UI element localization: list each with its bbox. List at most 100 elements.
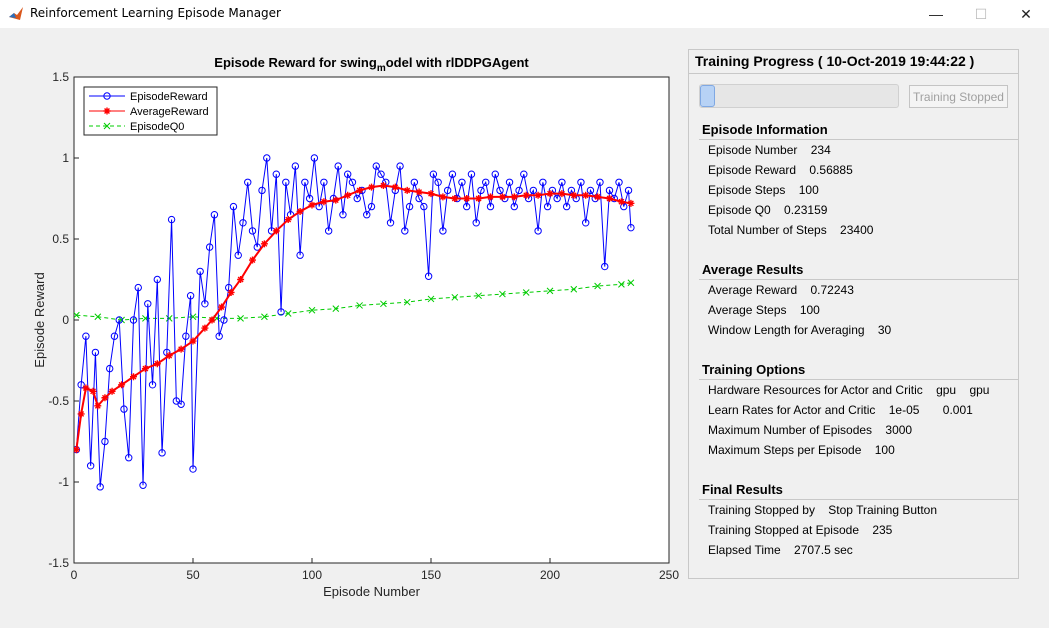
data-point — [505, 178, 514, 187]
stopped-by-row: Training Stopped by Stop Training Button — [708, 503, 938, 517]
data-point — [401, 227, 409, 235]
data-point — [182, 332, 190, 340]
data-point — [208, 316, 216, 324]
data-point — [186, 292, 195, 300]
data-point — [403, 298, 411, 306]
data-point — [244, 178, 252, 187]
data-point — [177, 345, 185, 353]
maximize-button[interactable]: ☐ — [974, 5, 988, 22]
data-point — [522, 191, 530, 199]
data-point — [386, 219, 395, 227]
data-point — [91, 348, 100, 357]
data-point — [82, 384, 90, 392]
data-point — [148, 381, 157, 389]
data-point — [553, 194, 561, 203]
data-point — [89, 387, 97, 395]
data-point — [443, 186, 452, 195]
data-point — [282, 178, 290, 187]
data-point — [434, 178, 442, 187]
data-point — [353, 194, 361, 203]
data-point — [74, 311, 80, 319]
data-point — [320, 198, 328, 206]
data-point — [617, 198, 625, 206]
data-point — [529, 186, 538, 195]
series-line — [75, 157, 632, 487]
data-point — [291, 162, 300, 170]
training-stopped-button[interactable]: Training Stopped — [909, 85, 1008, 108]
data-point — [301, 178, 309, 187]
window-title: Reinforcement Learning Episode Manager — [30, 6, 281, 20]
data-point — [491, 170, 499, 178]
data-point — [96, 483, 104, 491]
data-point — [324, 227, 333, 235]
data-point — [189, 465, 197, 473]
learn-rates-row: Learn Rates for Actor and Critic 1e-05 0… — [708, 403, 973, 417]
data-point — [391, 183, 399, 191]
elapsed-time-row: Elapsed Time 2707.5 sec — [708, 543, 853, 557]
data-point — [601, 262, 609, 271]
data-point — [261, 313, 268, 321]
data-point — [367, 202, 376, 211]
data-point — [596, 178, 604, 187]
data-point — [248, 227, 257, 235]
data-point — [205, 243, 214, 251]
data-point — [196, 267, 204, 276]
data-point — [284, 310, 292, 317]
data-point — [615, 178, 623, 187]
data-point — [129, 316, 138, 324]
data-point — [605, 186, 614, 195]
data-point — [448, 170, 457, 178]
minimize-button[interactable]: — — [929, 6, 943, 22]
episode-reward-row: Episode Reward 0.56885 — [708, 163, 853, 177]
data-point — [189, 337, 197, 345]
data-point — [594, 193, 602, 201]
data-point — [277, 308, 285, 316]
x-tick-label: 200 — [540, 568, 560, 582]
data-point — [258, 186, 266, 195]
data-point — [420, 202, 428, 211]
close-button[interactable]: ✕ — [1020, 5, 1032, 22]
data-point — [153, 360, 161, 368]
section-divider — [699, 499, 1018, 500]
data-point — [356, 186, 364, 194]
data-point — [499, 290, 506, 298]
data-point — [498, 193, 506, 201]
data-point — [118, 381, 126, 389]
training-progress-panel: Training Progress ( 10-Oct-2019 19:44:22… — [688, 49, 1019, 579]
data-point — [586, 186, 595, 195]
data-point — [320, 178, 328, 187]
data-point — [451, 293, 459, 301]
data-point — [627, 279, 635, 287]
data-point — [120, 405, 128, 413]
training-progress-bar — [699, 84, 899, 108]
data-point — [344, 170, 352, 178]
data-point — [332, 196, 340, 204]
data-point — [272, 227, 280, 235]
data-point — [546, 190, 554, 198]
data-point — [396, 162, 404, 170]
data-point — [472, 219, 480, 227]
data-point — [106, 364, 114, 373]
y-tick-label: 0.5 — [52, 232, 69, 246]
data-point — [218, 303, 226, 311]
data-point — [158, 449, 166, 457]
data-point — [115, 316, 123, 324]
data-point — [101, 394, 109, 402]
max-steps-row: Maximum Steps per Episode 100 — [708, 443, 895, 457]
data-point — [618, 281, 625, 288]
data-point — [167, 215, 176, 224]
episode-reward-plot: 0 50 100 150 200 250 -1.5 -1 -0.5 0 0.5 1 1.5 Episode… — [0, 28, 680, 628]
x-axis-label: Episode Number — [323, 584, 420, 599]
average-results-heading: Average Results — [702, 262, 804, 277]
data-point — [153, 275, 162, 284]
data-point — [141, 365, 149, 373]
data-point — [134, 283, 142, 292]
window-length-row: Window Length for Averaging 30 — [708, 323, 892, 337]
data-point — [427, 295, 435, 303]
data-point — [627, 199, 635, 207]
data-point — [77, 410, 85, 418]
data-point — [201, 324, 209, 332]
data-point — [253, 243, 261, 251]
data-point — [177, 400, 185, 408]
x-tick-label: 100 — [302, 568, 322, 582]
